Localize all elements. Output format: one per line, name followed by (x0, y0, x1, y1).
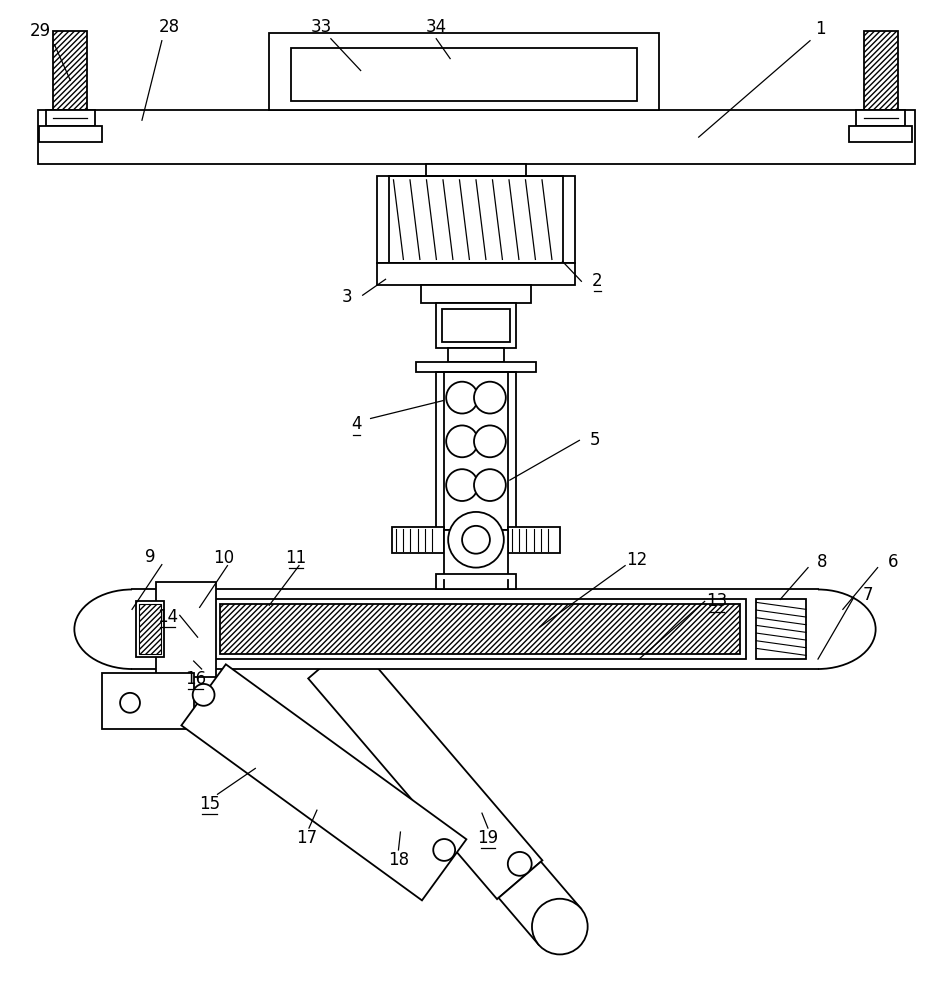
Bar (102, 673, 194, 729)
Polygon shape (182, 664, 466, 900)
Text: 4: 4 (352, 415, 362, 433)
Bar (53, 31, 87, 110)
Text: 8: 8 (817, 553, 827, 571)
Bar (269, 33, 659, 110)
Bar (426, 164, 526, 176)
Circle shape (532, 899, 588, 954)
Text: 10: 10 (213, 549, 234, 567)
Text: 5: 5 (590, 431, 600, 449)
Circle shape (508, 852, 532, 876)
Bar (389, 176, 564, 263)
Circle shape (474, 382, 506, 414)
Bar (156, 582, 216, 677)
Text: 14: 14 (157, 608, 179, 626)
Bar (448, 348, 504, 362)
Text: 28: 28 (159, 18, 181, 36)
Bar (437, 372, 515, 530)
Text: 7: 7 (863, 586, 873, 604)
Bar (393, 527, 444, 553)
Text: 15: 15 (199, 795, 220, 813)
Text: 18: 18 (388, 851, 409, 869)
Circle shape (446, 382, 478, 414)
Circle shape (474, 425, 506, 457)
Text: 19: 19 (477, 829, 498, 847)
Bar (46, 110, 95, 126)
Circle shape (434, 839, 456, 861)
Bar (139, 604, 161, 654)
Text: 6: 6 (888, 553, 899, 571)
Bar (756, 599, 806, 659)
Bar (220, 604, 741, 654)
Polygon shape (308, 640, 542, 899)
Bar (421, 285, 531, 303)
Text: 13: 13 (706, 592, 728, 610)
Text: 29: 29 (30, 22, 51, 40)
Bar (849, 126, 912, 142)
Circle shape (120, 693, 140, 713)
Bar (856, 110, 905, 126)
Circle shape (448, 512, 504, 568)
Bar (136, 601, 164, 657)
Circle shape (193, 684, 215, 706)
Circle shape (462, 526, 490, 554)
Bar (417, 362, 535, 372)
Bar (864, 31, 898, 110)
Circle shape (446, 425, 478, 457)
Text: 34: 34 (426, 18, 447, 36)
Bar (437, 303, 515, 348)
Bar (444, 372, 508, 530)
Bar (38, 110, 916, 164)
Bar (377, 176, 575, 263)
Bar (132, 589, 818, 669)
Polygon shape (498, 862, 581, 945)
Circle shape (474, 469, 506, 501)
Bar (291, 48, 637, 101)
Bar (444, 530, 508, 580)
Text: 16: 16 (185, 670, 206, 688)
Text: 33: 33 (310, 18, 332, 36)
Circle shape (446, 469, 478, 501)
Bar (437, 574, 515, 589)
Bar (508, 527, 559, 553)
Bar (442, 309, 510, 342)
Text: 1: 1 (815, 20, 825, 38)
Text: 3: 3 (341, 288, 352, 306)
Text: 9: 9 (145, 548, 155, 566)
Text: 11: 11 (285, 549, 306, 567)
Text: 17: 17 (297, 829, 318, 847)
Bar (377, 263, 575, 285)
Text: 2: 2 (592, 272, 603, 290)
Text: 12: 12 (627, 551, 648, 569)
Bar (214, 599, 747, 659)
Bar (39, 126, 102, 142)
